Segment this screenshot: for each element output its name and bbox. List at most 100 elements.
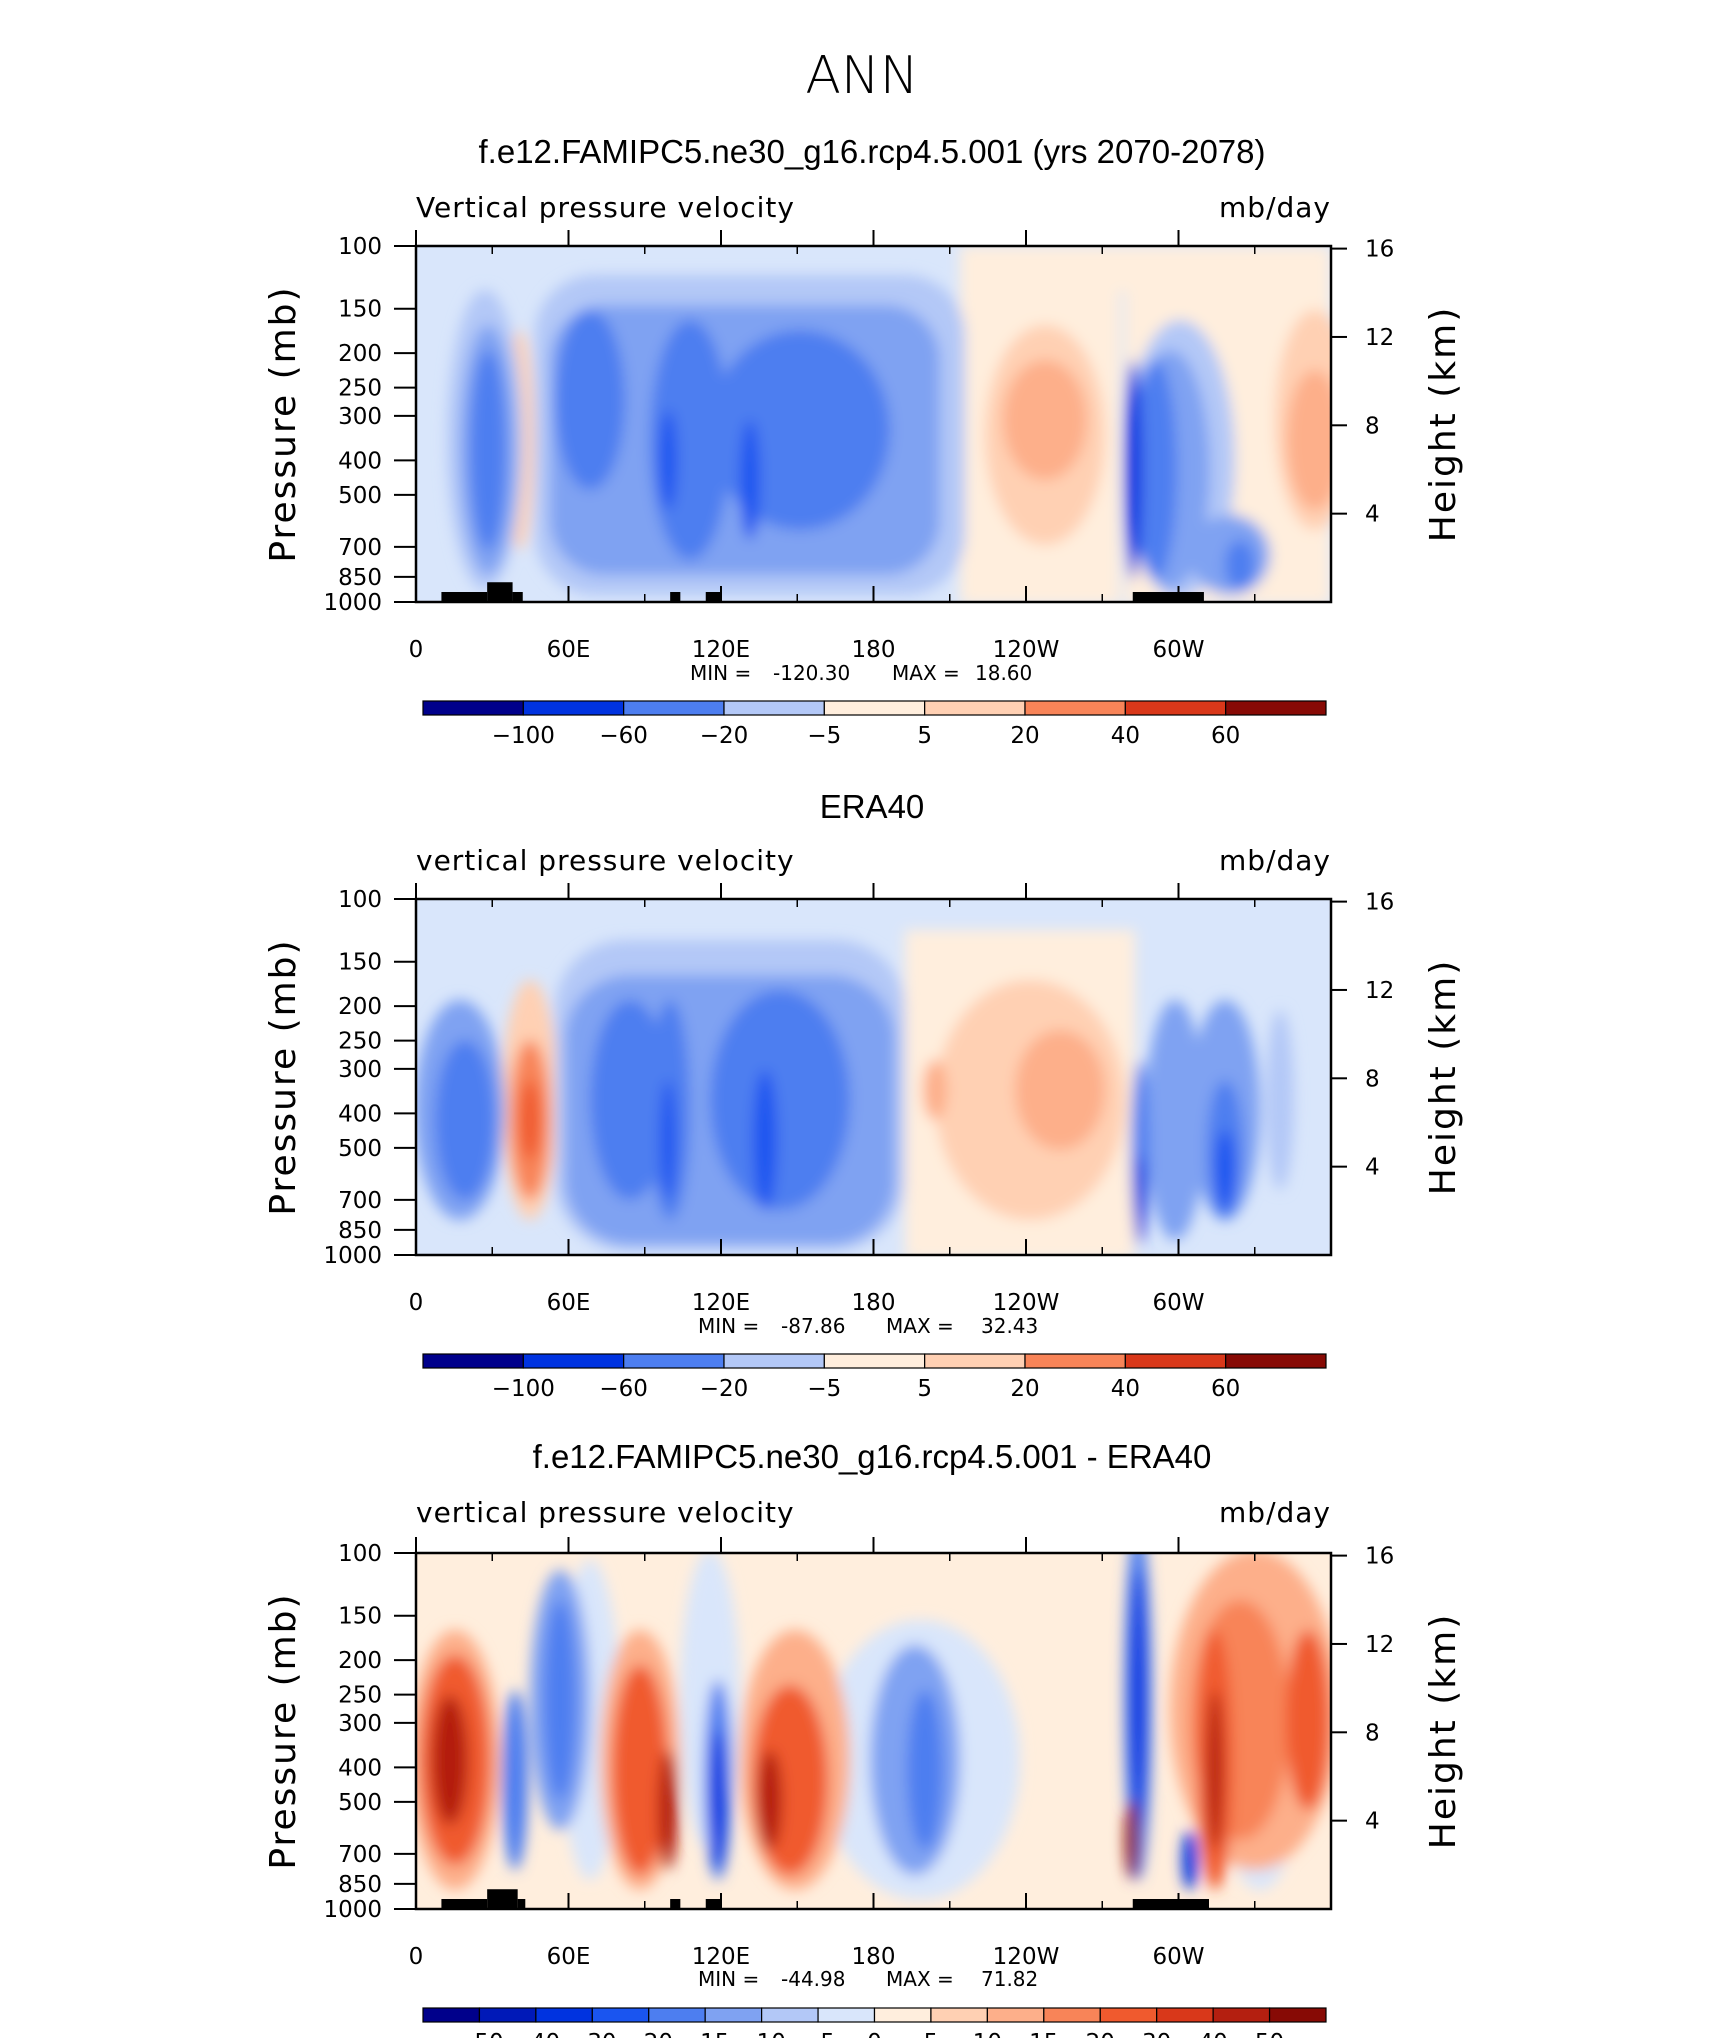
- colorbar: −100 −60 −20 −5 5 20 40 60: [422, 1353, 1327, 1402]
- topography-block: [441, 1899, 488, 1909]
- region-top-east: [960, 246, 1331, 291]
- y-tick-label: 400: [338, 448, 382, 474]
- max-value: 18.60: [975, 661, 1032, 685]
- x-tick-label: 60E: [547, 1290, 591, 1316]
- y2-axis-title: Height (km): [1423, 1613, 1464, 1849]
- colorbar: −100 −60 −20 −5 5 20 40 60: [422, 700, 1327, 749]
- region-neg-amazon-core: [1130, 1570, 1146, 1830]
- region-neg-atlantic-deep: [1215, 1130, 1235, 1210]
- topography-block: [1132, 1899, 1209, 1909]
- x-tick-label: 120W: [993, 1290, 1060, 1316]
- y-tick-label: 400: [338, 1755, 382, 1781]
- colorbar-label: 5: [917, 1376, 932, 1402]
- colorbar-label: 5: [924, 2030, 939, 2038]
- max-label: MAX =: [886, 1314, 954, 1338]
- region-neg-indonesia-core: [710, 1730, 726, 1870]
- y-tick-label: 300: [338, 404, 382, 430]
- y-tick-label: 250: [338, 376, 382, 402]
- topography-block: [705, 592, 721, 602]
- min-value: -87.86: [781, 1314, 845, 1338]
- region-pos-amazon: [1125, 1800, 1139, 1880]
- y-tick-label: 200: [338, 1648, 382, 1674]
- x-tick-label: 120E: [692, 1944, 750, 1970]
- panel-title: ERA40: [820, 788, 925, 825]
- y2-tick-label: 12: [1365, 325, 1394, 351]
- colorbar-box: [422, 2007, 481, 2023]
- colorbar: −50−40−30−20−15−10−505101520304050: [422, 2007, 1327, 2038]
- y-axis-title: Pressure (mb): [263, 938, 304, 1215]
- colorbar-box: [1099, 2007, 1158, 2023]
- max-label: MAX =: [886, 1967, 954, 1991]
- colorbar-box: [761, 2007, 819, 2023]
- panel-title: f.e12.FAMIPC5.ne30_g16.rcp4.5.001 (yrs 2…: [479, 133, 1266, 170]
- max-label: MAX =: [892, 661, 960, 685]
- region-pos-africa-core: [520, 1080, 540, 1160]
- figure-title: ANN: [805, 46, 918, 106]
- colorbar-box: [823, 1353, 926, 1369]
- colorbar-label: 40: [1111, 723, 1140, 749]
- y-tick-label: 850: [338, 565, 382, 591]
- variable-label: Vertical pressure velocity: [416, 191, 795, 224]
- colorbar-label: 60: [1211, 723, 1240, 749]
- region-pos-indonesia: [658, 1750, 678, 1870]
- y-tick-label: 100: [338, 234, 382, 260]
- y2-tick-label: 8: [1365, 1720, 1380, 1746]
- panel-model: f.e12.FAMIPC5.ne30_g16.rcp4.5.001 (yrs 2…: [263, 133, 1464, 749]
- y-tick-label: 200: [338, 994, 382, 1020]
- contour-field: [416, 1553, 1331, 1909]
- contour-field: [416, 899, 1331, 1255]
- x-tick-label: 120W: [993, 637, 1060, 663]
- region-pos-indian-2: [612, 1665, 668, 1875]
- topography-block: [1132, 592, 1204, 602]
- region-neg-pacific-core: [753, 1070, 777, 1210]
- colorbar-box: [1024, 1353, 1126, 1369]
- region-neg-caribbean: [1182, 1830, 1198, 1890]
- region-neg-amazon-deep: [1134, 1155, 1146, 1245]
- y-tick-label: 100: [338, 1541, 382, 1567]
- y-tick-label: 700: [338, 1188, 382, 1214]
- region-neg-africa-3: [470, 350, 506, 550]
- colorbar-box: [1212, 2007, 1271, 2023]
- region-neg-east: [1266, 1010, 1294, 1190]
- panel-title: f.e12.FAMIPC5.ne30_g16.rcp4.5.001 - ERA4…: [533, 1438, 1212, 1475]
- x-tick-label: 180: [852, 637, 896, 663]
- region-pos-pacific-inner: [1015, 1030, 1105, 1150]
- region-neg-amazon-3: [1133, 360, 1177, 580]
- y2-tick-label: 12: [1365, 978, 1394, 1004]
- colorbar-label: −10: [737, 2030, 786, 2038]
- y-tick-label: 150: [338, 950, 382, 976]
- colorbar-box: [522, 700, 625, 716]
- variable-label: vertical pressure velocity: [416, 844, 795, 877]
- colorbar-label: −100: [492, 723, 555, 749]
- colorbar-box: [422, 1353, 524, 1369]
- colorbar-box: [1156, 2007, 1214, 2023]
- region-pos-pacific-core: [758, 1750, 782, 1850]
- region-neg-indonesia-core: [659, 410, 677, 510]
- colorbar-label: 60: [1211, 1376, 1240, 1402]
- topography-block: [705, 1899, 721, 1909]
- colorbar-label: −40: [512, 2030, 561, 2038]
- region-neg-amazon-core: [1124, 360, 1142, 580]
- colorbar-label: 20: [1010, 723, 1039, 749]
- colorbar-label: 40: [1198, 2030, 1227, 2038]
- y-tick-label: 700: [338, 535, 382, 561]
- y2-tick-label: 8: [1365, 1066, 1380, 1092]
- y2-axis-title: Height (km): [1423, 959, 1464, 1195]
- stats-line: MIN = -44.98 MAX = 71.82: [698, 1967, 1038, 1991]
- region-neg-indian-core: [555, 310, 625, 490]
- topography-block: [670, 1899, 681, 1909]
- units-label: mb/day: [1219, 844, 1331, 877]
- colorbar-label: −100: [492, 1376, 555, 1402]
- y-tick-label: 150: [338, 1604, 382, 1630]
- min-label: MIN =: [698, 1314, 759, 1338]
- y-tick-label: 400: [338, 1101, 382, 1127]
- colorbar-box: [1225, 1353, 1327, 1369]
- y-tick-label: 1000: [323, 1243, 382, 1269]
- colorbar-box: [986, 2007, 1045, 2023]
- topography-mask: [441, 582, 1204, 602]
- colorbar-label: −20: [700, 723, 749, 749]
- colorbar-label: −5: [807, 723, 841, 749]
- x-tick-label: 120W: [993, 1944, 1060, 1970]
- topography-block: [487, 1889, 518, 1909]
